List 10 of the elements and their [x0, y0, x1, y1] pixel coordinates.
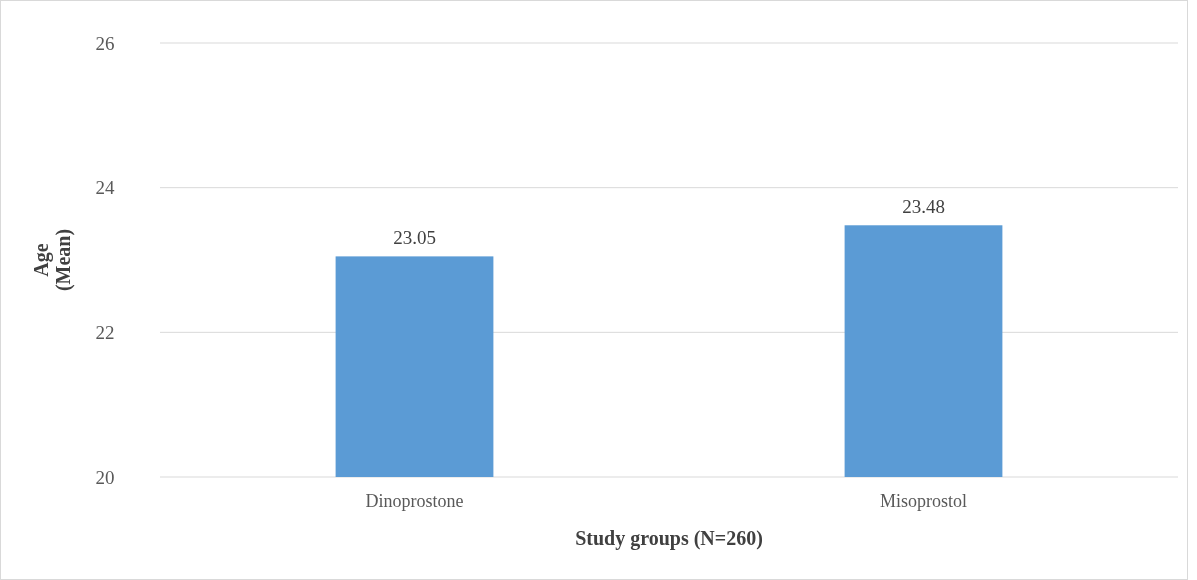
y-tick-label: 22	[95, 321, 115, 343]
y-tick-label: 24	[95, 177, 115, 199]
data-label: 23.48	[902, 196, 945, 218]
x-axis-title: Study groups (N=260)	[575, 527, 763, 550]
x-tick-label: Dinoprostone	[365, 491, 464, 511]
y-tick-label: 20	[95, 466, 115, 488]
y-tick-label: 26	[95, 32, 115, 54]
y-axis-title: Age (Mean)	[30, 228, 75, 292]
x-tick-label: Misoprostol	[879, 491, 968, 511]
data-label: 23.05	[393, 227, 436, 249]
